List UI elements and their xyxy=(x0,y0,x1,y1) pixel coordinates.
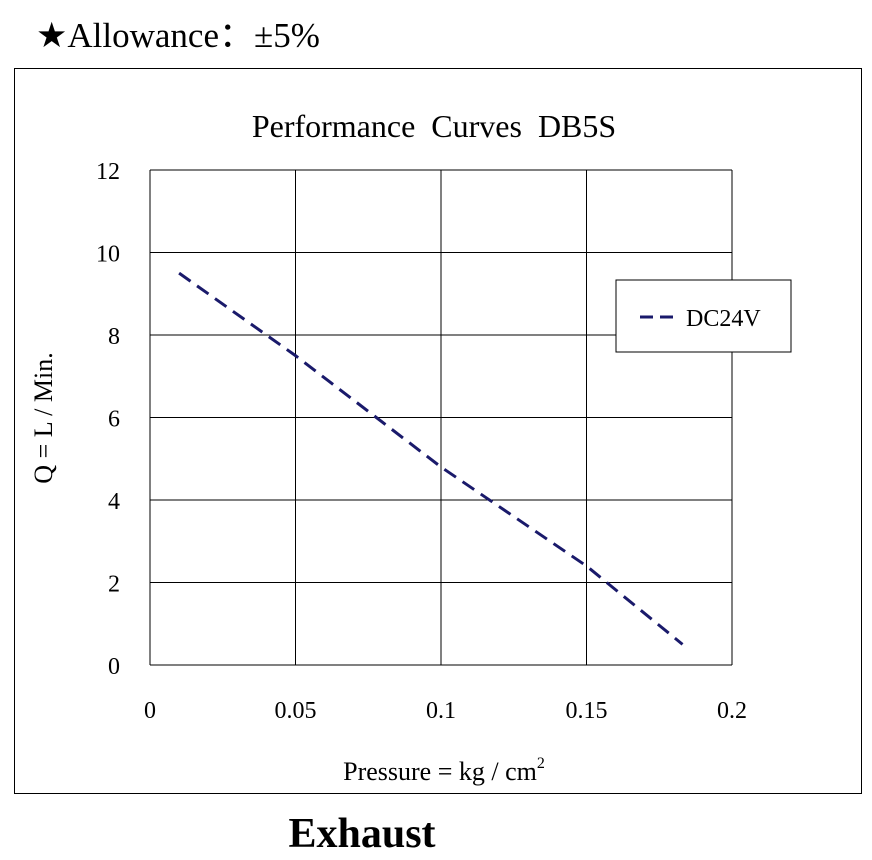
x-axis-label-superscript: 2 xyxy=(537,755,545,772)
y-tick-label: 4 xyxy=(108,489,120,515)
x-tick-label: 0.05 xyxy=(275,698,317,724)
y-tick-label: 2 xyxy=(108,572,120,598)
legend-label: DC24V xyxy=(686,306,761,332)
chart-series xyxy=(178,271,684,646)
legend: DC24V xyxy=(615,279,792,353)
y-tick-label: 6 xyxy=(108,407,120,433)
x-tick-label: 0 xyxy=(144,698,156,724)
chart-title: Performance Curves DB5S xyxy=(252,108,616,144)
chart-caption: Exhaust xyxy=(288,811,436,857)
y-tick-label: 12 xyxy=(96,159,120,185)
y-tick-label: 10 xyxy=(96,242,120,268)
y-tick-label: 8 xyxy=(108,324,120,350)
y-axis-label: Q = L / Min. xyxy=(29,352,58,483)
allowance-note: ★Allowance：±5% xyxy=(36,16,320,55)
x-tick-label: 0.2 xyxy=(717,698,747,724)
x-tick-label: 0.15 xyxy=(566,698,608,724)
series-line-dc24v xyxy=(178,271,684,646)
chart-frame xyxy=(14,68,862,794)
x-tick-label: 0.1 xyxy=(426,698,456,724)
chart-grid xyxy=(149,169,733,666)
chart-tick-labels: 0 0.05 0.1 0.15 0.2 0 2 4 6 8 10 12 xyxy=(96,159,747,724)
x-axis-label: Pressure = kg / cm2 xyxy=(343,755,545,786)
y-tick-label: 0 xyxy=(108,654,120,680)
x-axis-label-text: Pressure = kg / cm xyxy=(343,757,537,786)
